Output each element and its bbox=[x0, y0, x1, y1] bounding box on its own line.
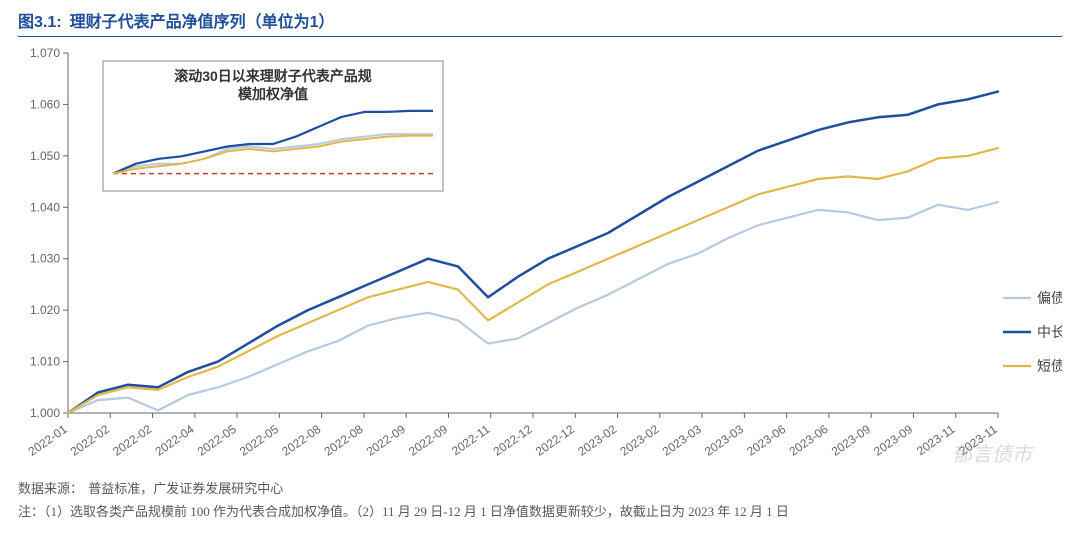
svg-text:2022-05: 2022-05 bbox=[195, 422, 239, 459]
line-chart: 1.000 1.010 1.020 1.030 1.040 1.050 1.060 1.070… bbox=[18, 43, 1062, 473]
svg-text:2022-04: 2022-04 bbox=[152, 422, 196, 459]
svg-text:1.010: 1.010 bbox=[30, 355, 60, 369]
svg-text:滚动30日以来理财子代表产品规: 滚动30日以来理财子代表产品规 bbox=[174, 68, 372, 84]
source-text: 普益标准，广发证券发展研究中心 bbox=[88, 481, 283, 496]
svg-text:偏债混合: 偏债混合 bbox=[1037, 290, 1062, 306]
svg-text:1.050: 1.050 bbox=[30, 149, 60, 163]
figure-number: 图3.1: bbox=[18, 8, 62, 32]
svg-text:2022-11: 2022-11 bbox=[449, 422, 493, 458]
svg-text:2022-12: 2022-12 bbox=[491, 422, 535, 459]
figure-title: 理财子代表产品净值序列（单位为1） bbox=[70, 8, 335, 32]
svg-text:2023-02: 2023-02 bbox=[617, 422, 661, 459]
svg-text:中长债: 中长债 bbox=[1037, 324, 1062, 340]
svg-text:1.000: 1.000 bbox=[30, 406, 60, 420]
svg-text:短债: 短债 bbox=[1037, 358, 1062, 374]
svg-text:2023-06: 2023-06 bbox=[744, 422, 788, 459]
svg-text:1.040: 1.040 bbox=[30, 200, 60, 214]
svg-text:2022-12: 2022-12 bbox=[533, 422, 577, 459]
svg-text:2022-02: 2022-02 bbox=[110, 422, 154, 459]
svg-text:1.070: 1.070 bbox=[30, 46, 60, 60]
figure-title-row: 图3.1: 理财子代表产品净值序列（单位为1） bbox=[18, 8, 1062, 37]
figure-container: 图3.1: 理财子代表产品净值序列（单位为1） 1.0001.0101.0201… bbox=[0, 0, 1080, 559]
svg-text:2023-06: 2023-06 bbox=[787, 422, 831, 459]
svg-text:2022-01: 2022-01 bbox=[26, 422, 70, 459]
svg-text:2023-02: 2023-02 bbox=[575, 422, 619, 459]
svg-text:模加权净值: 模加权净值 bbox=[238, 86, 308, 102]
svg-text:1.020: 1.020 bbox=[30, 303, 60, 317]
source-line: 数据来源： 普益标准，广发证券发展研究中心 bbox=[18, 477, 1062, 500]
svg-text:2023-03: 2023-03 bbox=[660, 422, 704, 459]
svg-text:2022-08: 2022-08 bbox=[322, 422, 366, 459]
svg-text:1.060: 1.060 bbox=[30, 97, 60, 111]
note-line: 注：（1）选取各类产品规模前 100 作为代表合成加权净值。（2）11 月 29… bbox=[18, 500, 1062, 523]
chart-area: 1.000 1.010 1.020 1.030 1.040 1.050 1.060 1.070… bbox=[18, 43, 1062, 473]
svg-text:2023-09: 2023-09 bbox=[829, 422, 873, 459]
svg-text:2022-09: 2022-09 bbox=[364, 422, 408, 459]
footnotes: 数据来源： 普益标准，广发证券发展研究中心 注：（1）选取各类产品规模前 100… bbox=[18, 477, 1062, 524]
svg-text:2022-02: 2022-02 bbox=[68, 422, 112, 459]
svg-text:2022-08: 2022-08 bbox=[279, 422, 323, 459]
svg-text:2023-09: 2023-09 bbox=[871, 422, 915, 459]
svg-text:郁言债市: 郁言债市 bbox=[952, 444, 1035, 466]
source-label: 数据来源： bbox=[18, 481, 83, 496]
svg-text:2023-03: 2023-03 bbox=[702, 422, 746, 459]
svg-text:1.030: 1.030 bbox=[30, 252, 60, 266]
svg-text:2022-09: 2022-09 bbox=[406, 422, 450, 459]
svg-text:2022-05: 2022-05 bbox=[237, 422, 281, 459]
